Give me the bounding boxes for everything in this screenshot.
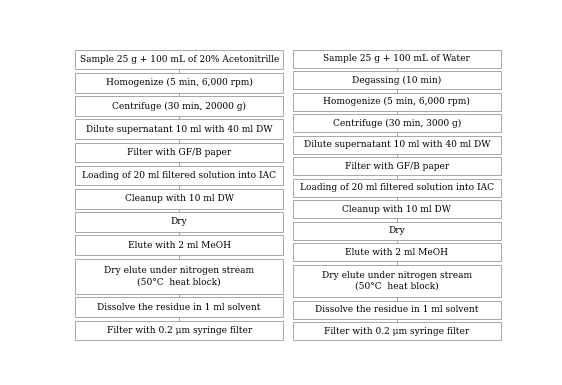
Text: Dissolve the residue in 1 ml solvent: Dissolve the residue in 1 ml solvent <box>315 305 479 314</box>
Text: Dry: Dry <box>388 226 405 235</box>
FancyBboxPatch shape <box>293 114 501 132</box>
FancyBboxPatch shape <box>75 166 283 186</box>
Text: Filter with 0.2 μm syringe filter: Filter with 0.2 μm syringe filter <box>324 327 469 336</box>
FancyBboxPatch shape <box>293 136 501 154</box>
Text: Filter with GF/B paper: Filter with GF/B paper <box>127 148 231 157</box>
Text: Degassing (10 min): Degassing (10 min) <box>352 76 442 85</box>
Text: Cleanup with 10 ml DW: Cleanup with 10 ml DW <box>125 194 234 203</box>
FancyBboxPatch shape <box>75 258 283 294</box>
FancyBboxPatch shape <box>293 93 501 111</box>
Text: Dilute supernatant 10 ml with 40 ml DW: Dilute supernatant 10 ml with 40 ml DW <box>86 125 273 134</box>
Text: Sample 25 g + 100 mL of Water: Sample 25 g + 100 mL of Water <box>324 54 470 64</box>
FancyBboxPatch shape <box>293 50 501 68</box>
FancyBboxPatch shape <box>293 71 501 89</box>
Text: Filter with 0.2 μm syringe filter: Filter with 0.2 μm syringe filter <box>107 326 252 335</box>
FancyBboxPatch shape <box>293 264 501 297</box>
FancyBboxPatch shape <box>75 96 283 116</box>
FancyBboxPatch shape <box>75 189 283 209</box>
Text: Cleanup with 10 ml DW: Cleanup with 10 ml DW <box>342 205 451 214</box>
FancyBboxPatch shape <box>75 142 283 162</box>
Text: Dry elute under nitrogen stream
(50°C  heat block): Dry elute under nitrogen stream (50°C he… <box>322 271 472 291</box>
Text: Loading of 20 ml filtered solution into IAC: Loading of 20 ml filtered solution into … <box>82 171 276 180</box>
FancyBboxPatch shape <box>75 321 283 340</box>
FancyBboxPatch shape <box>293 179 501 197</box>
Text: Homogenize (5 min, 6,000 rpm): Homogenize (5 min, 6,000 rpm) <box>324 97 470 106</box>
FancyBboxPatch shape <box>293 243 501 261</box>
Text: Elute with 2 ml MeOH: Elute with 2 ml MeOH <box>346 248 448 257</box>
FancyBboxPatch shape <box>293 157 501 175</box>
Text: Centrifuge (30 min, 3000 g): Centrifuge (30 min, 3000 g) <box>333 119 461 128</box>
FancyBboxPatch shape <box>293 222 501 240</box>
FancyBboxPatch shape <box>75 235 283 255</box>
Text: Filter with GF/B paper: Filter with GF/B paper <box>345 162 449 171</box>
Text: Homogenize (5 min, 6,000 rpm): Homogenize (5 min, 6,000 rpm) <box>106 78 252 87</box>
Text: Sample 25 g + 100 mL of 20% Acetonitrille: Sample 25 g + 100 mL of 20% Acetonitrill… <box>79 55 279 64</box>
FancyBboxPatch shape <box>75 298 283 317</box>
Text: Loading of 20 ml filtered solution into IAC: Loading of 20 ml filtered solution into … <box>300 183 494 192</box>
FancyBboxPatch shape <box>293 200 501 218</box>
FancyBboxPatch shape <box>75 50 283 69</box>
FancyBboxPatch shape <box>293 301 501 319</box>
Text: Elute with 2 ml MeOH: Elute with 2 ml MeOH <box>128 241 230 249</box>
FancyBboxPatch shape <box>75 212 283 232</box>
Text: Dry: Dry <box>171 218 188 226</box>
Text: Centrifuge (30 min, 20000 g): Centrifuge (30 min, 20000 g) <box>112 101 246 110</box>
FancyBboxPatch shape <box>293 322 501 340</box>
FancyBboxPatch shape <box>75 73 283 93</box>
Text: Dilute supernatant 10 ml with 40 ml DW: Dilute supernatant 10 ml with 40 ml DW <box>303 140 490 149</box>
FancyBboxPatch shape <box>75 119 283 139</box>
Text: Dissolve the residue in 1 ml solvent: Dissolve the residue in 1 ml solvent <box>97 303 261 312</box>
Text: Dry elute under nitrogen stream
(50°C  heat block): Dry elute under nitrogen stream (50°C he… <box>104 266 254 286</box>
